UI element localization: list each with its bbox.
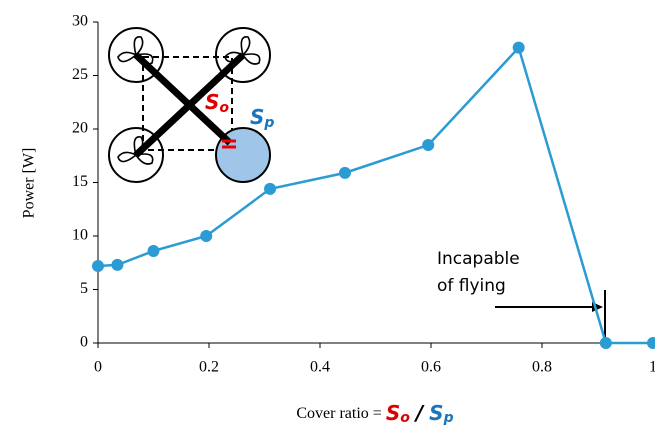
- x-tick-label: 0.8: [532, 359, 552, 376]
- annotation: of flying: [437, 276, 506, 296]
- y-tick-label: 30: [72, 13, 88, 30]
- x-tick-label: 0.6: [421, 359, 441, 376]
- chart: So Sp Power [W] Cover ratio = So/Sp Inca…: [0, 0, 655, 428]
- data-point: [92, 260, 104, 272]
- data-point: [647, 337, 655, 349]
- subscript: o: [219, 100, 229, 116]
- y-tick-label: 15: [72, 173, 88, 190]
- y-tick-label: 25: [72, 66, 88, 83]
- data-point: [264, 183, 276, 195]
- prefix: Cover ratio =: [296, 405, 385, 422]
- data-point: [422, 139, 434, 151]
- subscript: p: [263, 115, 274, 131]
- y-tick-label: 5: [80, 280, 88, 297]
- denominator: S: [429, 401, 443, 425]
- numerator: S: [386, 401, 400, 425]
- denominator-sub: p: [443, 410, 454, 426]
- series-line: [98, 48, 653, 343]
- separator: /: [414, 401, 425, 425]
- data-point: [600, 337, 612, 349]
- y-tick-label: 10: [72, 227, 88, 244]
- x-tick-label: 0.2: [199, 359, 219, 376]
- data-point: [111, 259, 123, 271]
- x-tick-label: 0: [94, 359, 102, 376]
- y-axis-label: Power [W]: [21, 148, 38, 219]
- symbol: S: [205, 90, 219, 114]
- x-tick-label: 1: [649, 359, 655, 376]
- annotation: Incapable: [437, 249, 520, 269]
- data-point: [200, 230, 212, 242]
- y-tick-label: 20: [72, 120, 88, 137]
- y-tick-label: 0: [80, 334, 88, 351]
- data-point: [513, 42, 525, 54]
- overlap-label: So: [205, 90, 229, 117]
- propeller-label: Sp: [250, 105, 274, 132]
- x-axis-label: Cover ratio = So/Sp: [296, 401, 453, 427]
- data-point: [339, 167, 351, 179]
- drone-inset: [109, 28, 270, 182]
- x-tick-label: 0.4: [310, 359, 330, 376]
- numerator-sub: o: [400, 410, 410, 426]
- data-point: [148, 245, 160, 257]
- symbol: S: [250, 105, 264, 129]
